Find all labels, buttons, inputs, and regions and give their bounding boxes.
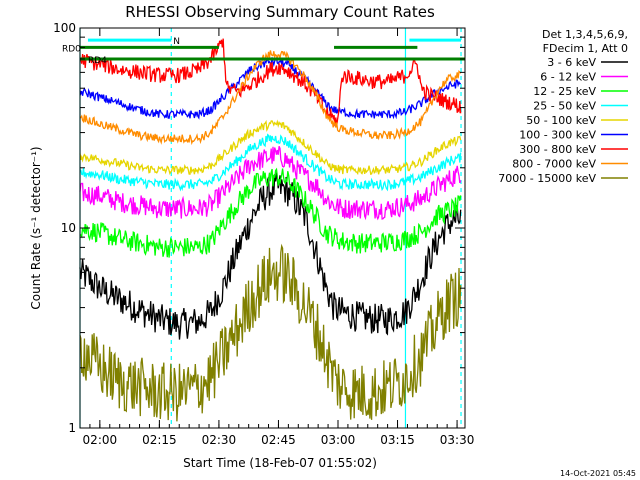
series-800-7000-kev-line: [79, 50, 462, 146]
legend-header-line-2: FDecim 1, Att 0: [543, 42, 628, 55]
legend-label: 100 - 300 keV: [519, 129, 596, 142]
legend-label: 800 - 7000 keV: [512, 158, 596, 171]
legend-label: 6 - 12 keV: [540, 71, 596, 84]
series-trace: [79, 38, 462, 127]
x-ticks: 02:00 02:15 02:30 02:45 03:00 03:15 03:30: [79, 28, 475, 447]
series-layer: [79, 38, 462, 422]
chart-title: RHESSI Observing Summary Count Rates: [125, 3, 435, 21]
series-12-25-kev-line: [79, 167, 462, 258]
series-trace: [79, 50, 462, 146]
series-6-12-kev-line: [79, 145, 462, 221]
x-tick-label: 03:15: [380, 433, 415, 447]
x-tick-label: 02:15: [142, 433, 177, 447]
flag-lines: RD0 RD4 N: [62, 37, 465, 66]
series-trace: [79, 167, 462, 258]
x-tick-label: 02:30: [202, 433, 237, 447]
legend-label: 7000 - 15000 keV: [498, 172, 596, 185]
y-ticks: 1 10 100: [53, 21, 465, 435]
series-3-6-kev-line: [79, 172, 462, 340]
legend-label: 12 - 25 keV: [533, 85, 596, 98]
legend-label: 300 - 800 keV: [519, 143, 596, 156]
series-7000-15000-kev-line: [79, 243, 462, 422]
y-axis-label: Count Rate (s⁻¹ detector⁻¹): [29, 146, 43, 309]
x-tick-label: 02:45: [261, 433, 296, 447]
y-tick-label: 100: [53, 21, 76, 35]
legend-label: 3 - 6 keV: [547, 56, 596, 69]
x-axis-label: Start Time (18-Feb-07 01:55:02): [183, 456, 377, 470]
x-tick-label: 02:00: [83, 433, 118, 447]
flag-label-rd4: RD4: [88, 56, 107, 66]
series-trace: [79, 119, 462, 176]
series-trace: [79, 172, 462, 340]
legend-label: 50 - 100 keV: [526, 114, 596, 127]
legend-header-line-1: Det 1,3,4,5,6,9,: [542, 28, 628, 41]
series-trace: [79, 133, 462, 192]
y-tick-label: 10: [61, 221, 76, 235]
flag-label-n: N: [173, 37, 180, 47]
series-300-800-kev-line: [79, 38, 462, 127]
series-25-50-kev-line: [79, 133, 462, 192]
x-tick-label: 03:00: [321, 433, 356, 447]
series-50-100-kev-line: [79, 119, 462, 176]
series-trace: [79, 145, 462, 221]
y-tick-label: 1: [68, 421, 76, 435]
x-tick-label: 03:30: [440, 433, 475, 447]
series-trace: [79, 243, 462, 422]
flag-label-rd0: RD0: [62, 44, 81, 54]
footer-date: 14-Oct-2021 05:45: [560, 469, 636, 478]
legend-label: 25 - 50 keV: [533, 100, 596, 113]
